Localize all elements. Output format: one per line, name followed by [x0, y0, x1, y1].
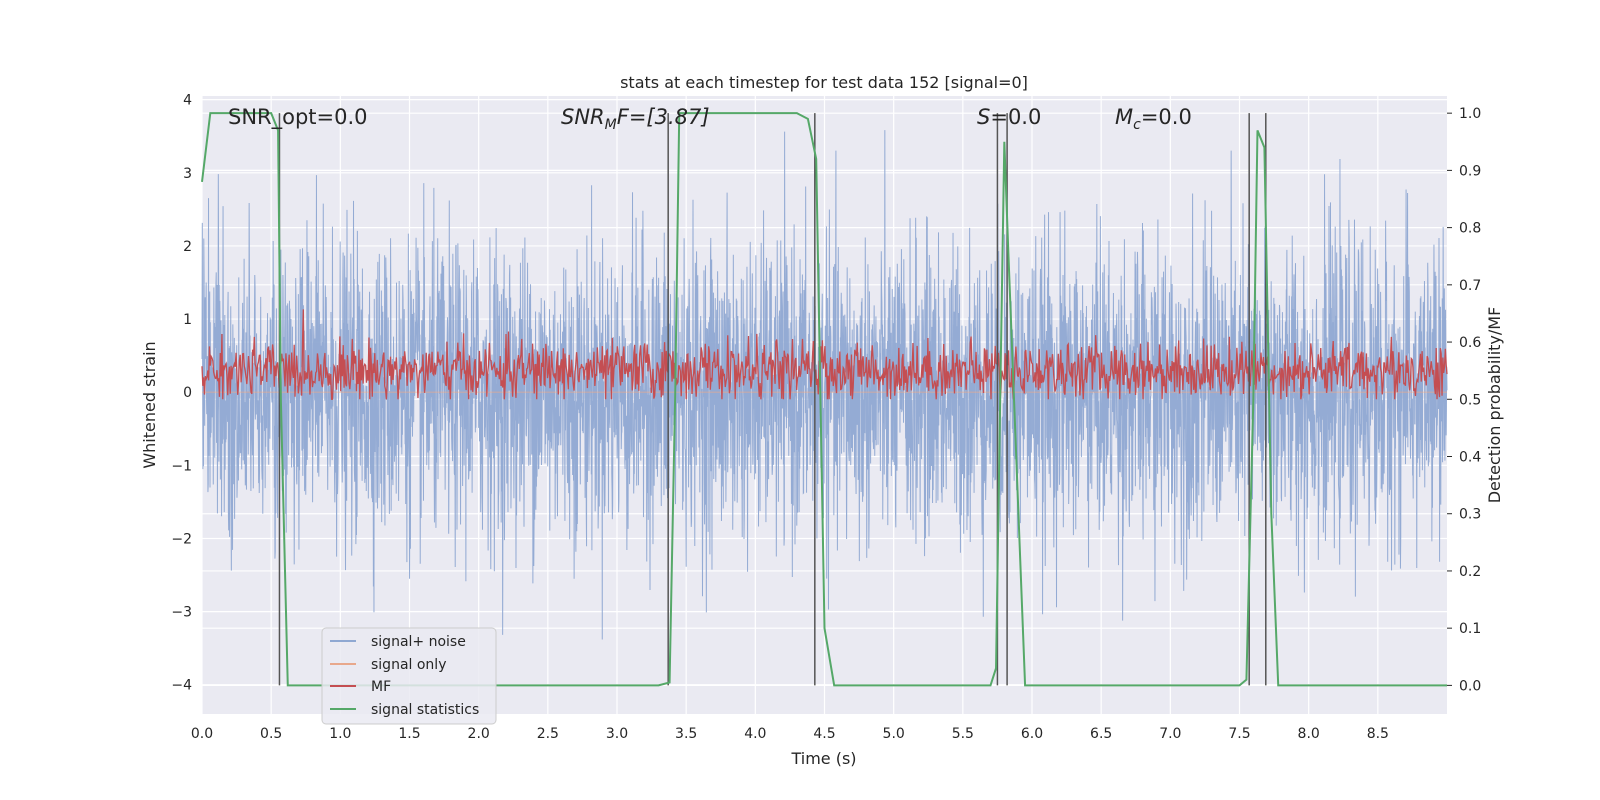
x-tick-label: 1.5 — [398, 726, 420, 742]
y-right-tick-label: 0.1 — [1459, 621, 1481, 637]
annotation-mc-rest: =0.0 — [1141, 105, 1192, 129]
x-tick-label: 0.5 — [260, 726, 282, 742]
y-right-tick-label: 0.5 — [1459, 392, 1481, 408]
y-right-tick-label: 1.0 — [1459, 106, 1481, 122]
x-tick-label: 3.0 — [606, 726, 628, 742]
annotation-snr-opt: SNR_opt=0.0 — [228, 105, 368, 130]
x-tick-label: 8.5 — [1367, 726, 1389, 742]
annotation-mc-sub: c — [1133, 117, 1141, 133]
legend-box — [321, 627, 497, 725]
x-tick-label: 4.5 — [813, 726, 835, 742]
y-tick-label: 3 — [183, 166, 192, 182]
y-tick-label: −3 — [171, 605, 192, 621]
legend: signal+ noise signal only MF signal stat… — [321, 627, 497, 725]
y-right-axis-ticks: 0.0 0.1 0.2 0.3 0.4 0.5 0.6 0.7 0.8 0.9 1.0 — [1447, 106, 1481, 694]
x-tick-label: 7.0 — [1159, 726, 1181, 742]
y-right-axis-label: Detection probability/MF — [1485, 307, 1504, 504]
series-signal-noise — [201, 130, 1448, 640]
x-tick-label: 7.5 — [1228, 726, 1250, 742]
signal-noise-line — [201, 130, 1448, 640]
y-axis-label: Whitened strain — [140, 341, 159, 468]
y-right-tick-label: 0.4 — [1459, 450, 1481, 466]
annotation-s: S=0.0 — [977, 105, 1041, 129]
y-right-tick-label: 0.8 — [1459, 221, 1481, 237]
y-axis-ticks: −4 −3 −2 −1 0 1 2 3 4 — [171, 93, 192, 694]
annotation-snr-mf-main: SNR — [561, 105, 605, 129]
chart-title: stats at each timestep for test data 152… — [620, 73, 1028, 92]
x-tick-label: 2.5 — [537, 726, 559, 742]
y-right-tick-label: 0.9 — [1459, 163, 1481, 179]
annotation-snr-mf-rest: F=[3.87] — [617, 105, 710, 129]
x-tick-label: 8.0 — [1298, 726, 1320, 742]
y-tick-label: 4 — [183, 93, 192, 109]
x-tick-label: 1.0 — [329, 726, 351, 742]
series-signal-statistics — [201, 112, 1447, 687]
y-tick-label: −4 — [171, 678, 192, 694]
annotation-s-rest: =0.0 — [990, 105, 1041, 129]
signal-statistics-line — [201, 112, 1447, 687]
y-tick-label: 2 — [183, 239, 192, 255]
legend-label-signal-statistics: signal statistics — [371, 702, 479, 718]
y-right-tick-label: 0.3 — [1459, 507, 1481, 523]
y-tick-label: 1 — [183, 312, 192, 328]
x-tick-label: 0.0 — [191, 726, 213, 742]
x-axis-label: Time (s) — [790, 749, 856, 768]
x-tick-label: 4.0 — [744, 726, 766, 742]
annotation-mc: Mc=0.0 — [1115, 105, 1192, 133]
y-right-tick-label: 0.7 — [1459, 278, 1481, 294]
legend-label-signal-only: signal only — [371, 657, 446, 673]
y-right-tick-label: 0.0 — [1459, 678, 1481, 694]
x-tick-label: 2.0 — [468, 726, 490, 742]
annotation-snr-mf-sub: M — [605, 117, 617, 133]
annotation-mc-main: M — [1115, 105, 1133, 129]
y-right-tick-label: 0.6 — [1459, 335, 1481, 351]
annotation-snr-mf: SNRMF=[3.87] — [561, 105, 710, 133]
legend-label-signal-noise: signal+ noise — [371, 634, 466, 650]
annotation-s-main: S — [977, 105, 990, 129]
series-mf — [201, 309, 1448, 400]
mf-line — [201, 309, 1448, 400]
x-tick-label: 6.0 — [1021, 726, 1043, 742]
y-tick-label: 0 — [183, 385, 192, 401]
y-tick-label: −2 — [171, 531, 192, 547]
x-tick-label: 6.5 — [1090, 726, 1112, 742]
legend-label-mf: MF — [371, 679, 391, 695]
vertical-markers — [278, 113, 1267, 686]
x-axis-ticks: 0.0 0.5 1.0 1.5 2.0 2.5 3.0 3.5 4.0 4.5 5.0 5.5 6.0 6… — [191, 726, 1389, 742]
y-right-tick-label: 0.2 — [1459, 564, 1481, 580]
x-tick-label: 5.5 — [952, 726, 974, 742]
x-tick-label: 5.0 — [883, 726, 905, 742]
x-tick-label: 3.5 — [675, 726, 697, 742]
y-tick-label: −1 — [171, 458, 192, 474]
